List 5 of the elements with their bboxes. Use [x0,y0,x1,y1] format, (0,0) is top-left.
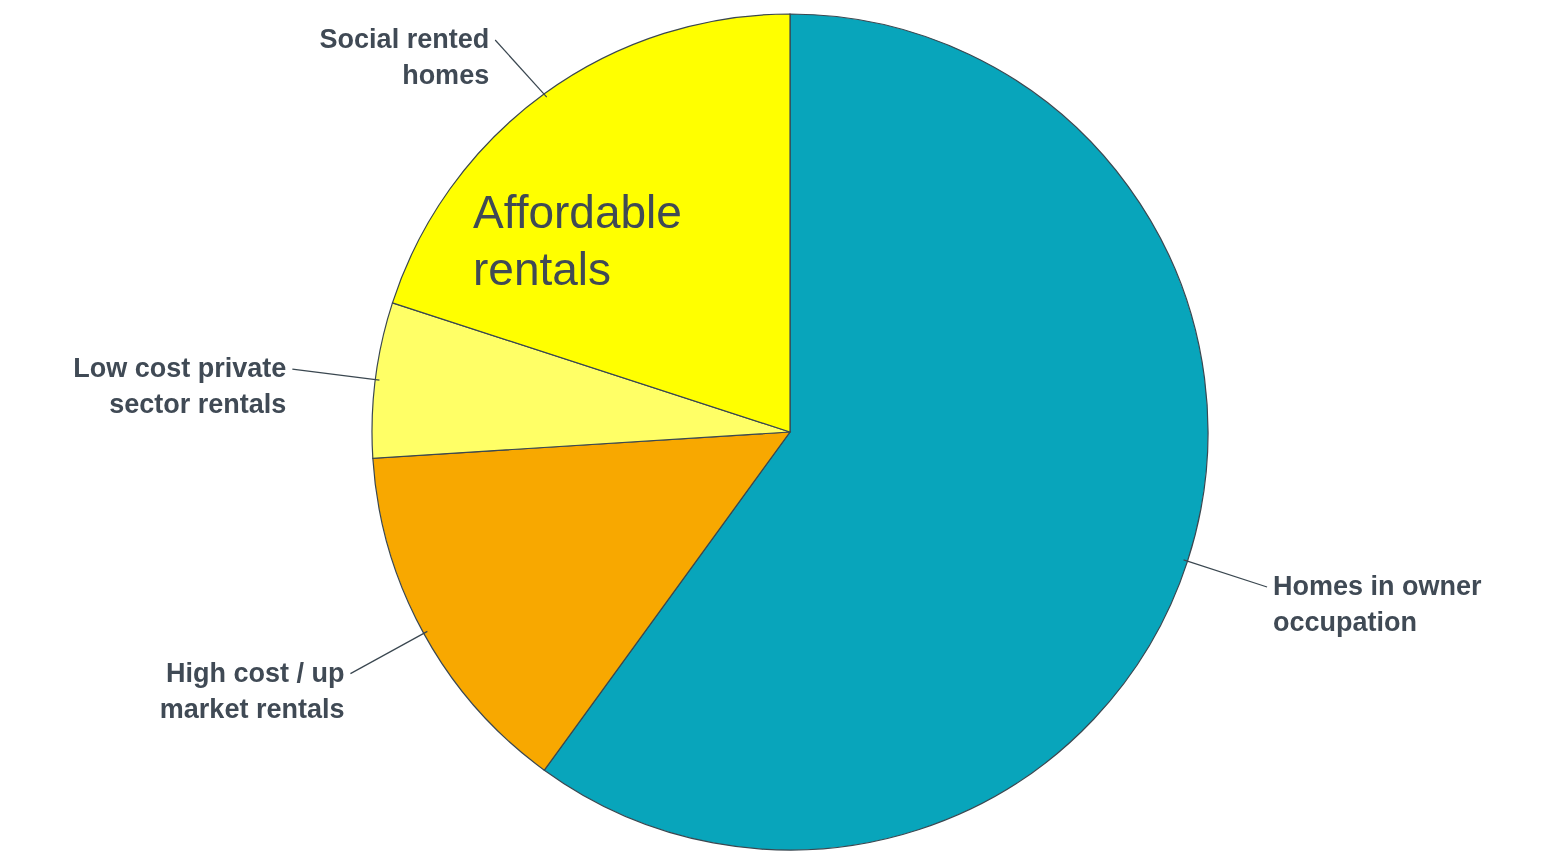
text: Affordable rentals [473,186,682,295]
slice-label: Homes in owner occupation [1273,571,1483,637]
slice-label: Social rented homes [319,24,490,90]
slice-label: Low cost private sector rentals [73,353,287,420]
slice-label: High cost / up market rentals [159,657,345,724]
